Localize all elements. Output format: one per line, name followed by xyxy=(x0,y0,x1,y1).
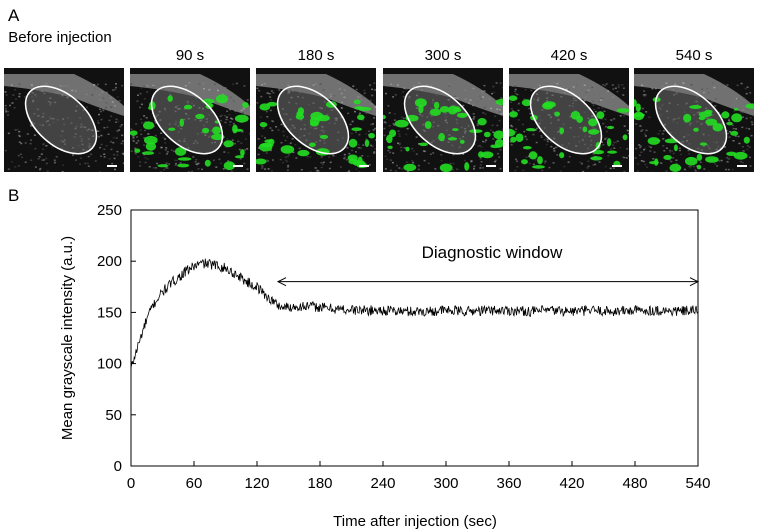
frame-label-90s: 90 s xyxy=(175,47,205,64)
x-tick-label: 360 xyxy=(496,475,521,492)
panel-label-b: B xyxy=(8,186,20,205)
x-tick-label: 540 xyxy=(685,475,710,492)
y-tick-label: 200 xyxy=(97,253,122,270)
chart-axes xyxy=(130,209,699,467)
ultrasound-image xyxy=(256,68,376,172)
arrowhead-right xyxy=(689,277,700,287)
x-tick-label: 120 xyxy=(244,475,269,492)
x-tick-label: 480 xyxy=(622,475,647,492)
x-tick-label: 0 xyxy=(127,475,135,492)
x-tick-label: 180 xyxy=(307,475,332,492)
frame-label-300s: 300 s xyxy=(424,47,462,64)
intensity-chart: 0 50 100 150 200 250 0 60 120 180 240 300 360 420 480 5… xyxy=(59,202,711,530)
x-tick-label: 240 xyxy=(370,475,395,492)
chart-ticks: 0 50 100 150 200 250 0 60 120 180 240 300 360 420 480 5… xyxy=(97,202,711,492)
ultrasound-frame-540s xyxy=(634,68,754,172)
chart-marks xyxy=(130,258,700,369)
x-axis-label: Time after injection (sec) xyxy=(333,513,497,530)
ultrasound-frame-300s xyxy=(383,68,503,172)
plot-frame xyxy=(130,209,699,467)
ultrasound-image xyxy=(130,68,250,172)
panel-label-a: A xyxy=(8,6,20,25)
diagnostic-window-label: Diagnostic window xyxy=(422,243,564,262)
ultrasound-frame-420s xyxy=(509,68,629,172)
ultrasound-frame-90s xyxy=(130,68,250,172)
ultrasound-image xyxy=(634,68,754,172)
x-tick-label: 60 xyxy=(186,475,203,492)
ultrasound-image xyxy=(509,68,629,172)
frame-label-180s: 180 s xyxy=(297,47,335,64)
y-tick-label: 50 xyxy=(105,407,122,424)
frame-label-540s: 540 s xyxy=(675,47,713,64)
ultrasound-image xyxy=(4,68,124,172)
ultrasound-frame-before xyxy=(4,68,124,172)
frame-label-before: Before injection xyxy=(8,29,112,46)
ultrasound-image xyxy=(383,68,503,172)
intensity-trace xyxy=(130,258,698,369)
x-tick-label: 300 xyxy=(433,475,458,492)
ultrasound-frame-180s xyxy=(256,68,376,172)
y-tick-label: 250 xyxy=(97,202,122,219)
y-tick-label: 150 xyxy=(97,304,122,321)
frame-label-420s: 420 s xyxy=(550,47,588,64)
arrowhead-left xyxy=(276,277,287,287)
x-tick-label: 420 xyxy=(559,475,584,492)
y-tick-label: 0 xyxy=(114,458,122,475)
y-tick-label: 100 xyxy=(97,356,122,373)
y-axis-label: Mean grayscale intensity (a.u.) xyxy=(59,236,76,440)
